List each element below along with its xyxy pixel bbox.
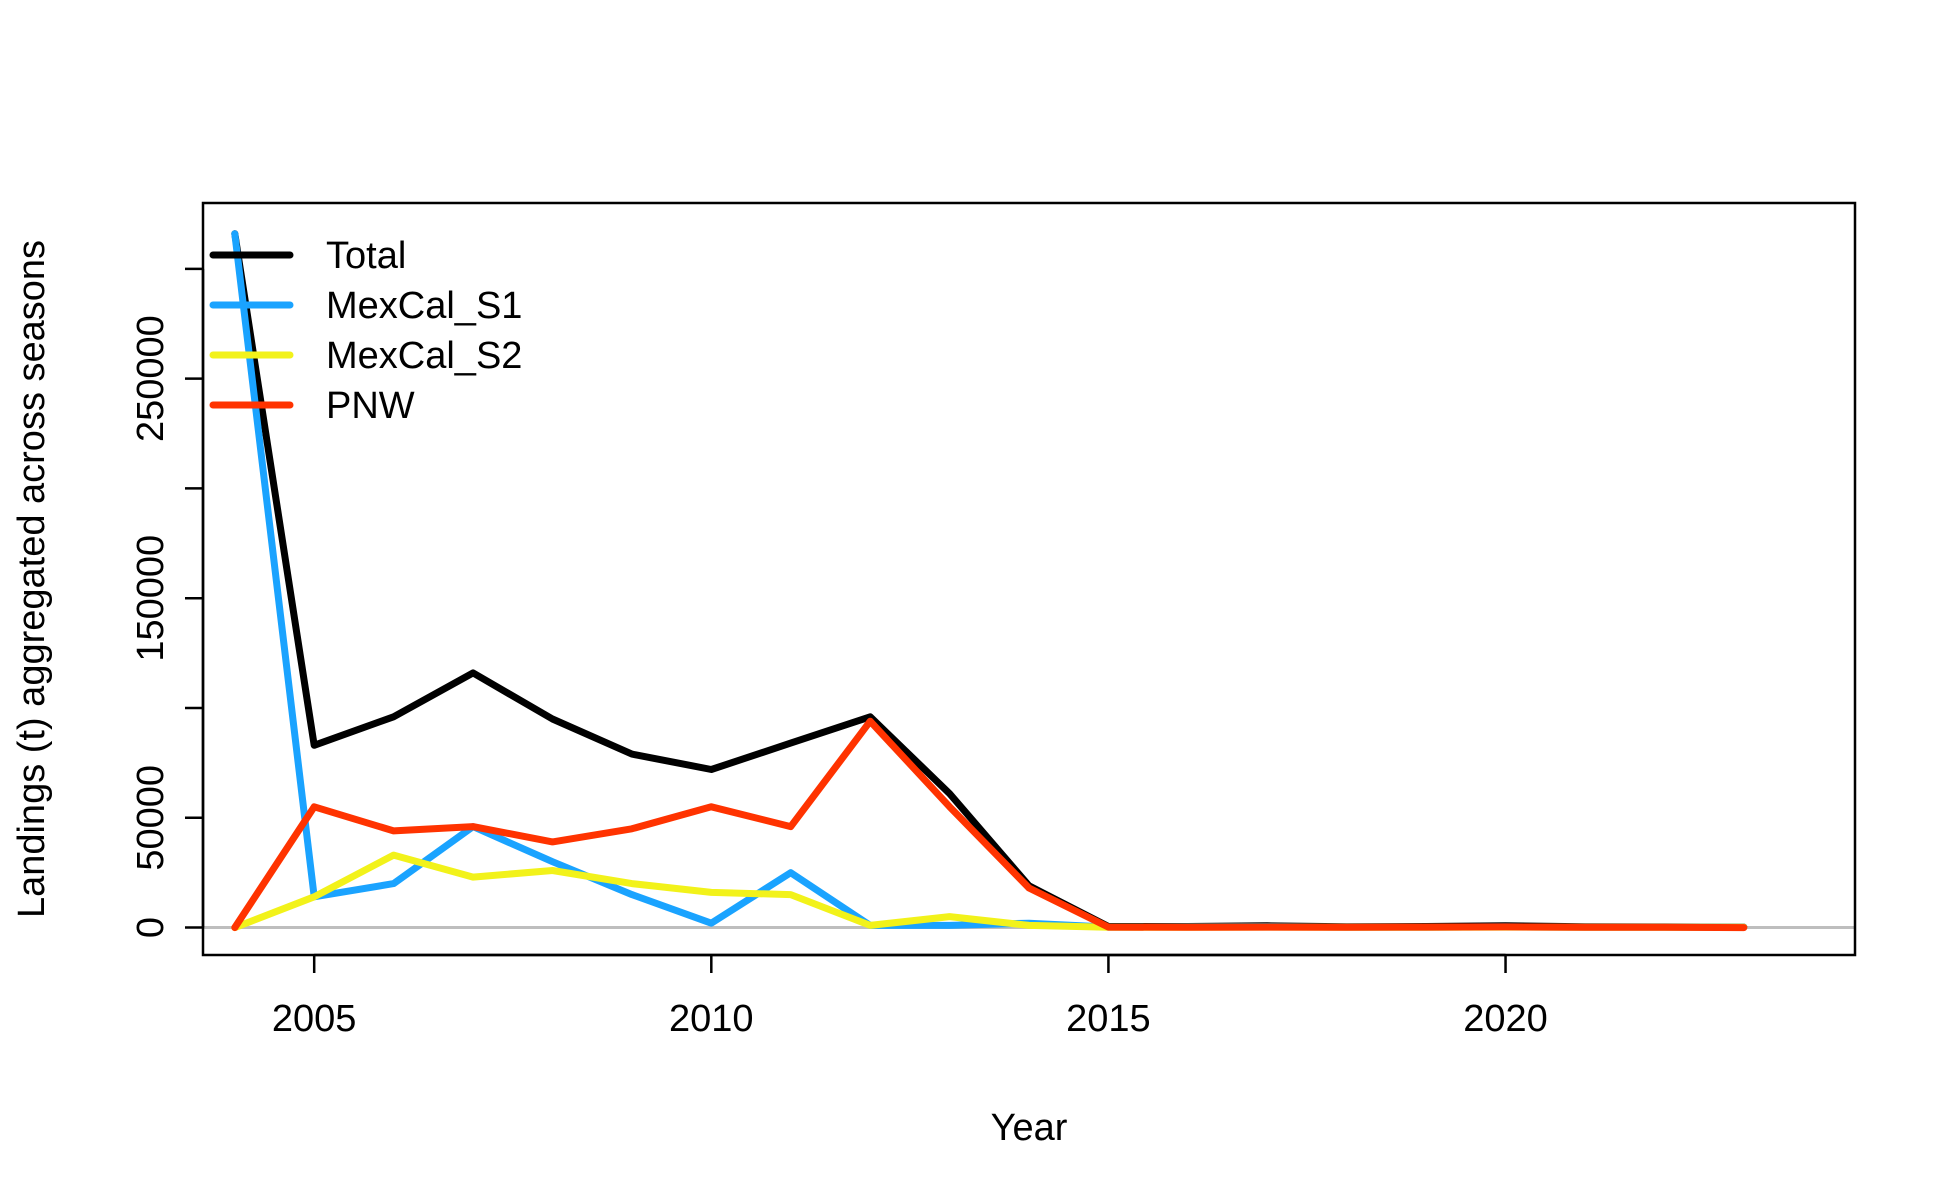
y-tick-label: 0 [130,917,172,938]
x-tick-label: 2015 [1066,998,1151,1040]
x-axis-title: Year [991,1107,1068,1149]
x-tick-label: 2005 [272,998,357,1040]
series-layer [231,230,1748,932]
legend-label: PNW [326,385,415,427]
y-axis-title: Landings (t) aggregated across seasons [11,240,53,918]
y-tick-label: 50000 [130,765,172,871]
legend: Total MexCal_S1 MexCal_S2 PNW [209,235,522,427]
y-axis: 0 50000 150000 250000 [130,267,205,938]
x-tick-label: 2020 [1463,998,1548,1040]
y-tick-label: 150000 [130,535,172,662]
series-line-pnw [231,717,1748,932]
x-tick-label: 2010 [669,998,754,1040]
legend-label: Total [326,235,406,277]
x-axis: 2005 2010 2015 2020 [272,953,1548,1040]
legend-label: MexCal_S2 [326,335,522,377]
legend-label: MexCal_S1 [326,285,522,327]
y-tick-label: 250000 [130,315,172,442]
